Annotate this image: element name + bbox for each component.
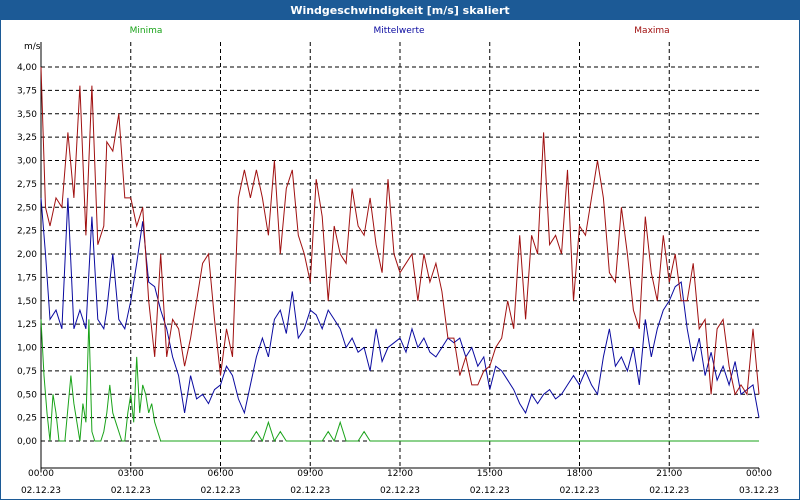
chart-title: Windgeschwindigkeit [m/s] skaliert (1, 1, 799, 20)
x-tick-date-label: 02.12.23 (290, 486, 330, 496)
x-axis-tick-labels: 00:00 02.12.23 03:00 02.12.23 06:00 02.12.23 0… (21, 469, 779, 496)
y-axis-tick-labels: 0,00 0,25 0,50 0,75 1,00 1,25 1,50 1,75 2,00 2,25… (17, 63, 37, 447)
x-tick-time-label: 09:00 (297, 469, 323, 479)
y-tick-label: 0,50 (17, 390, 37, 400)
y-tick-label: 0,00 (17, 437, 37, 447)
series-line-max (40, 66, 760, 396)
x-tick-date-label: 02.12.23 (649, 486, 689, 496)
y-tick-label: 3,00 (17, 157, 37, 167)
x-tick-time-label: 00:00 (28, 469, 54, 479)
y-axis-label: m/s (24, 42, 41, 52)
x-tick-date-label: 02.12.23 (470, 486, 510, 496)
y-tick-label: 3,25 (17, 133, 37, 143)
x-tick-time-label: 21:00 (656, 469, 682, 479)
x-tick-time-label: 15:00 (477, 469, 503, 479)
y-tick-label: 3,75 (17, 86, 37, 96)
y-tick-label: 1,50 (17, 297, 37, 307)
x-tick-date-label: 02.12.23 (200, 486, 240, 496)
y-tick-label: 4,00 (17, 63, 37, 73)
x-tick-time-label: 12:00 (387, 469, 413, 479)
y-tick-label: 2,50 (17, 203, 37, 213)
y-tick-label: 2,25 (17, 227, 37, 237)
x-tick-date-label: 02.12.23 (380, 486, 420, 496)
chart-area: 0,00 0,25 0,50 0,75 1,00 1,25 1,50 1,75 2,00 2,25… (17, 26, 779, 496)
legend-label-max: Maxima (634, 26, 669, 36)
legend: Minima Mittelwerte Maxima (130, 26, 670, 36)
y-tick-label: 1,00 (17, 344, 37, 354)
series-line-min (40, 319, 759, 443)
legend-label-mean: Mittelwerte (373, 26, 424, 36)
series-line-mean (40, 197, 760, 418)
x-tick-date-label: 02.12.23 (21, 486, 61, 496)
x-tick-time-label: 06:00 (208, 469, 234, 479)
x-tick-date-label: 02.12.23 (559, 486, 599, 496)
x-tick-time-label: 18:00 (567, 469, 593, 479)
x-tick-time-label: 00:00 (746, 469, 772, 479)
data-series (40, 66, 760, 443)
x-tick-date-label: 02.12.23 (111, 486, 151, 496)
y-tick-label: 0,25 (17, 414, 37, 424)
y-tick-label: 2,75 (17, 180, 37, 190)
y-tick-label: 2,00 (17, 250, 37, 260)
y-tick-label: 3,50 (17, 110, 37, 120)
y-tick-label: 1,25 (17, 320, 37, 330)
legend-label-min: Minima (130, 26, 163, 36)
y-tick-label: 0,75 (17, 367, 37, 377)
x-tick-time-label: 03:00 (118, 469, 144, 479)
y-tick-label: 1,75 (17, 273, 37, 283)
x-tick-date-label: 03.12.23 (739, 486, 779, 496)
